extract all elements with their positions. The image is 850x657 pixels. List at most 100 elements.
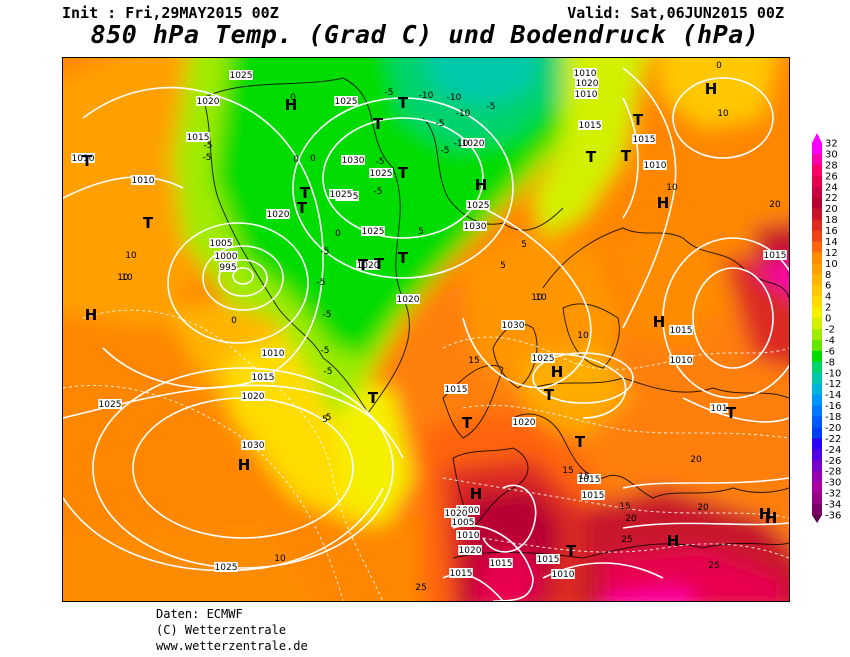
isobar-label-box [71,153,95,163]
isotherm-label: -5 [317,278,326,288]
low-pressure-marker: T [374,255,385,273]
isobar-label-box [489,558,513,568]
isotherm-label: 10 [531,293,543,303]
isotherm-label: -5 [441,146,450,156]
low-pressure-marker: T [398,249,409,267]
legend-tick-label: 12 [825,248,838,259]
isobar-label-box [461,138,485,148]
isobar-label-box [444,384,468,394]
isobar-label: 1025 [330,190,353,200]
legend-top-arrow [812,133,822,143]
isobar-label: 1015 [490,559,513,569]
weather-map: 1025102010151010101010051000995102510301… [62,57,790,602]
chart-title: 850 hPa Temp. (Grad C) und Bodendruck (h… [90,20,760,49]
low-pressure-marker: T [621,147,632,165]
legend-tick-label: 26 [825,171,838,182]
init-time: Init : Fri,29MAY2015 00Z [62,4,279,22]
legend-color-band [812,372,822,385]
isotherm-label: -5 [204,141,213,151]
isobar-label: 1015 [764,251,787,261]
isobar-label: 1020 [513,418,536,428]
isobar-label: 1025 [230,71,253,81]
isobar-label: 1015 [578,475,601,485]
legend-tick-label: -4 [825,335,835,346]
isobar-label: 1020 [267,210,290,220]
isobar-label: 1005 [452,518,475,528]
isobar-label: 1030 [242,441,265,451]
legend-color-band [812,219,822,232]
legend-color-band [812,394,822,407]
isobar-label: 1015 [450,569,473,579]
legend-color-band [812,471,822,483]
isobar-label-box [456,530,480,540]
isobar-label: 1025 [99,400,122,410]
isotherm-label: 15 [619,502,630,512]
isobar-label: 1025 [335,97,358,107]
legend-tick-label: -16 [825,401,841,412]
isotherm-label: -5 [374,187,383,197]
isobar-label: 1005 [210,239,233,249]
legend-tick-label: -6 [825,346,835,357]
isobar-label-box [241,440,265,450]
isobar-label-box [536,554,560,564]
legend-tick-label: 8 [825,270,831,281]
legend-tick-label: -28 [825,467,841,478]
isobar-label-box [573,68,597,78]
low-pressure-marker: T [300,184,311,202]
high-pressure-marker: H [285,96,298,114]
isobar-label-box [229,70,253,80]
legend-tick-label: -30 [825,478,841,489]
isobar-label: 1025 [370,169,393,179]
legend-color-band [812,482,822,494]
isotherm-label: 5 [500,261,506,271]
isobar-label-box [763,250,787,260]
isotherm-label: -10 [454,139,469,149]
legend-color-band [812,153,822,166]
legend-tick-label: 18 [825,215,838,226]
temperature-isolines [63,309,789,601]
low-pressure-marker: T [368,389,379,407]
isobar-label: 1030 [502,321,525,331]
legend-tick-label: -12 [825,379,841,390]
isotherm-label: -5 [323,310,332,320]
legend-color-band [812,274,822,286]
legend-color-band [812,208,822,221]
legend-color-band [812,143,822,155]
legend-tick-label: -32 [825,489,841,500]
copyright: (C) Wetterzentrale [156,623,287,637]
temperature-field [63,58,789,601]
legend-tick-label: 28 [825,160,838,171]
isotherm-label: 10 [125,251,137,261]
low-pressure-marker: T [633,111,644,129]
pressure-labels: 1025102010151010101010051000995102510301… [71,68,787,580]
isobar-label-box [531,353,555,363]
isobar-label-box [444,508,468,518]
isobar-label: 1010 [457,531,480,541]
isotherm-label: -10 [456,109,471,119]
high-pressure-marker: H [667,532,680,550]
isobar-label: 1015 [579,121,602,131]
isotherm-label: -5 [487,102,496,112]
isotherm-label: 10 [577,331,589,341]
isotherm-label: 0 [290,93,296,103]
isotherm-label: 10 [717,109,729,119]
legend-color-band [812,350,822,363]
isobar-label-box [581,490,605,500]
isobar-label: 1015 [670,326,693,336]
high-pressure-marker: H [759,505,772,523]
legend-color-band [812,296,822,308]
legend-color-band [812,460,822,472]
isobar-label: 1015 [445,385,468,395]
isotherm-label: 20 [697,503,709,513]
legend-color-band [812,252,822,264]
legend-tick-label: -22 [825,434,841,445]
isobar-label-box [463,221,487,231]
isotherm-label: 10 [117,273,129,283]
high-pressure-marker: H [657,194,670,212]
legend-color-band [812,197,822,210]
isobar-label: 1015 [252,373,275,383]
isotherm-label: -5 [436,119,445,129]
isobar-label-box [577,474,601,484]
legend-color-band [812,285,822,297]
isobar-label-box [578,120,602,130]
